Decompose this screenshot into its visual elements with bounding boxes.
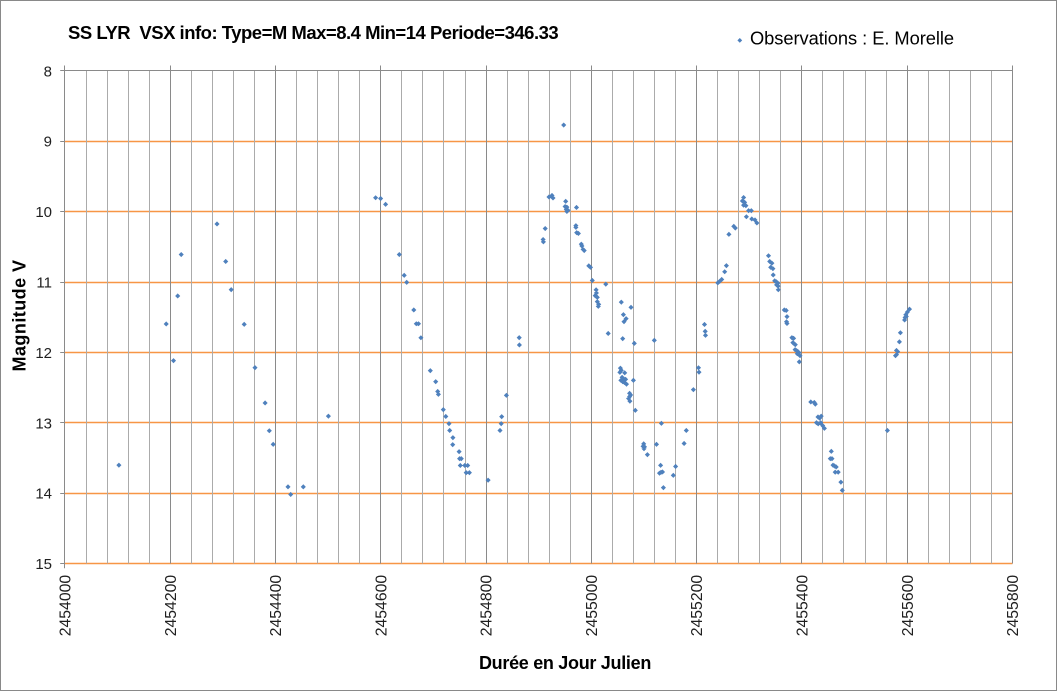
svg-text:14: 14 bbox=[35, 486, 52, 503]
svg-text:15: 15 bbox=[35, 556, 52, 573]
svg-text:10: 10 bbox=[35, 204, 52, 221]
svg-text:2454400: 2454400 bbox=[268, 575, 285, 637]
svg-text:2455800: 2455800 bbox=[1005, 575, 1022, 637]
svg-text:2454800: 2454800 bbox=[479, 575, 496, 637]
svg-text:2454600: 2454600 bbox=[373, 575, 390, 637]
svg-text:12: 12 bbox=[35, 345, 52, 362]
svg-text:13: 13 bbox=[35, 415, 52, 432]
svg-text:Durée en Jour Julien: Durée en Jour Julien bbox=[479, 653, 651, 673]
svg-text:2455600: 2455600 bbox=[900, 575, 917, 637]
svg-text:Magnitude V: Magnitude V bbox=[10, 260, 30, 372]
svg-text:2454000: 2454000 bbox=[58, 575, 75, 637]
svg-text:2455200: 2455200 bbox=[689, 575, 706, 637]
svg-text:2455400: 2455400 bbox=[794, 575, 811, 637]
svg-text:2454200: 2454200 bbox=[163, 575, 180, 637]
svg-text:9: 9 bbox=[44, 134, 52, 151]
svg-text:SS LYR VSX info: Type=M Max=8: SS LYR VSX info: Type=M Max=8.4 Min=14 P… bbox=[68, 22, 558, 43]
svg-text:11: 11 bbox=[36, 274, 52, 291]
svg-text:2455000: 2455000 bbox=[584, 575, 601, 637]
svg-text:8: 8 bbox=[44, 63, 52, 80]
svg-text:Observations : E. Morelle: Observations : E. Morelle bbox=[750, 27, 954, 48]
